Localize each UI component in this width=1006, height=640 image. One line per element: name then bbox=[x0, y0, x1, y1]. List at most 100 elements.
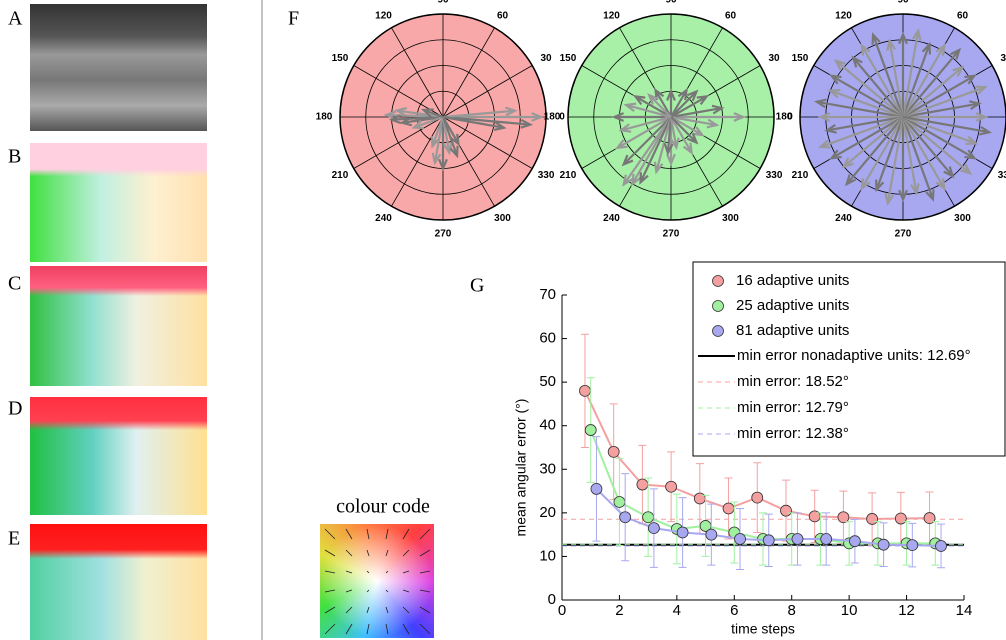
panel-label: G bbox=[470, 275, 484, 297]
polar-angle-label: 180 bbox=[544, 112, 561, 123]
colour-code-arrow bbox=[419, 528, 431, 540]
polar-arrow bbox=[399, 115, 444, 127]
data-point bbox=[877, 538, 890, 551]
polar-angle-label: 0 bbox=[559, 112, 565, 123]
colour-code-arrow bbox=[366, 623, 370, 635]
polar-arrow bbox=[670, 104, 725, 119]
polar-arrow bbox=[630, 116, 672, 187]
polar-arrow bbox=[420, 108, 444, 119]
polar-arrow bbox=[670, 115, 720, 129]
data-point bbox=[705, 528, 718, 541]
x-tick-label: 14 bbox=[956, 602, 973, 619]
polar-arrow bbox=[441, 116, 459, 159]
colour-code-arrow bbox=[366, 549, 370, 557]
polar-arrow bbox=[827, 88, 904, 119]
polar-arrow bbox=[874, 116, 905, 193]
colour-code-arrow bbox=[366, 570, 370, 574]
polar-arrow bbox=[442, 115, 507, 132]
colour-code-arrow bbox=[419, 623, 431, 635]
polar-arrow bbox=[818, 115, 904, 149]
polar-arrow bbox=[670, 89, 699, 118]
colour-code-arrow bbox=[402, 623, 410, 635]
polar-angle-label: 330 bbox=[998, 170, 1006, 181]
y-tick-label: 20 bbox=[539, 504, 556, 521]
image-a bbox=[30, 4, 207, 131]
colour-code-arrow bbox=[419, 549, 431, 557]
polar-angle-label: 150 bbox=[560, 53, 577, 64]
data-point bbox=[590, 482, 603, 495]
image-b bbox=[30, 143, 207, 262]
polar-arrow bbox=[884, 116, 905, 207]
data-point bbox=[619, 511, 632, 524]
polar-arrow bbox=[670, 116, 694, 156]
polar-angle-label: 180 bbox=[316, 112, 333, 123]
polar-arrow bbox=[670, 116, 699, 145]
polar-arrow bbox=[666, 88, 676, 117]
legend-label: min error: 12.79° bbox=[737, 399, 849, 416]
polar-angle-label: 210 bbox=[332, 170, 349, 181]
polar-arrow bbox=[901, 116, 920, 196]
x-tick-label: 4 bbox=[673, 602, 681, 619]
legend-label: 16 adaptive units bbox=[736, 272, 849, 289]
y-tick-label: 30 bbox=[539, 460, 556, 477]
data-point bbox=[734, 533, 746, 545]
data-point bbox=[665, 480, 678, 493]
polar-angle-label: 270 bbox=[663, 229, 680, 240]
data-point bbox=[762, 534, 775, 547]
polar-arrow bbox=[860, 43, 904, 118]
polar-angle-label: 210 bbox=[560, 170, 577, 181]
polar-arrow bbox=[829, 116, 904, 160]
polar-angle-label: 120 bbox=[375, 10, 392, 21]
polar-arrow bbox=[902, 115, 979, 146]
polar-arrow bbox=[902, 47, 962, 118]
polar-arrow bbox=[670, 116, 705, 137]
colour-code-arrow bbox=[419, 589, 431, 593]
polar-arrow bbox=[871, 32, 905, 118]
colour-code-arrow bbox=[385, 589, 389, 593]
polar-angle-label: 120 bbox=[603, 10, 620, 21]
colour-code-arrow bbox=[385, 549, 389, 557]
polar-arrow bbox=[902, 85, 988, 119]
polar-angle-label: 90 bbox=[437, 0, 449, 6]
polar-angle-label: 300 bbox=[954, 213, 971, 224]
polar-arrow bbox=[902, 116, 973, 176]
polar-angle-label: 150 bbox=[332, 53, 349, 64]
colour-code-arrow bbox=[385, 606, 389, 614]
legend-label: min error: 18.52° bbox=[737, 373, 849, 390]
polar-angle-label: 30 bbox=[768, 53, 780, 64]
data-point bbox=[906, 539, 919, 551]
polar-angle-label: 90 bbox=[897, 0, 909, 6]
data-point bbox=[751, 491, 764, 504]
data-point bbox=[607, 445, 620, 458]
data-point bbox=[837, 511, 850, 524]
colour-code-arrow bbox=[324, 570, 336, 574]
data-point bbox=[722, 502, 735, 515]
polar-angle-label: 60 bbox=[497, 10, 509, 21]
legend-label: 81 adaptive units bbox=[736, 322, 849, 339]
colour-code-arrow bbox=[385, 570, 389, 574]
legend-label: min error: 12.38° bbox=[737, 425, 849, 442]
polar-arrow bbox=[632, 94, 672, 118]
polar-spoke bbox=[442, 65, 533, 118]
polar-angle-label: 240 bbox=[835, 213, 852, 224]
panel-label: F bbox=[288, 8, 299, 30]
colour-code-arrow bbox=[345, 549, 353, 557]
polar-spoke bbox=[353, 65, 444, 118]
colour-code-arrow bbox=[402, 570, 410, 574]
polar-arrow bbox=[639, 116, 672, 185]
polar-arrow bbox=[902, 74, 977, 118]
colour-code-arrow bbox=[345, 606, 353, 614]
polar-arrow bbox=[621, 116, 672, 167]
y-tick-label: 10 bbox=[539, 547, 556, 564]
data-point bbox=[613, 496, 626, 508]
colour-code-arrow bbox=[419, 606, 431, 614]
data-point bbox=[647, 522, 660, 535]
polar-arrow bbox=[901, 41, 932, 118]
polar-spoke bbox=[442, 27, 495, 118]
colour-code-arrow bbox=[385, 623, 389, 635]
panel-label: E bbox=[8, 528, 20, 550]
colour-code-arrow bbox=[345, 623, 353, 635]
polar-arrow bbox=[902, 116, 977, 160]
polar-arrow bbox=[611, 112, 671, 122]
